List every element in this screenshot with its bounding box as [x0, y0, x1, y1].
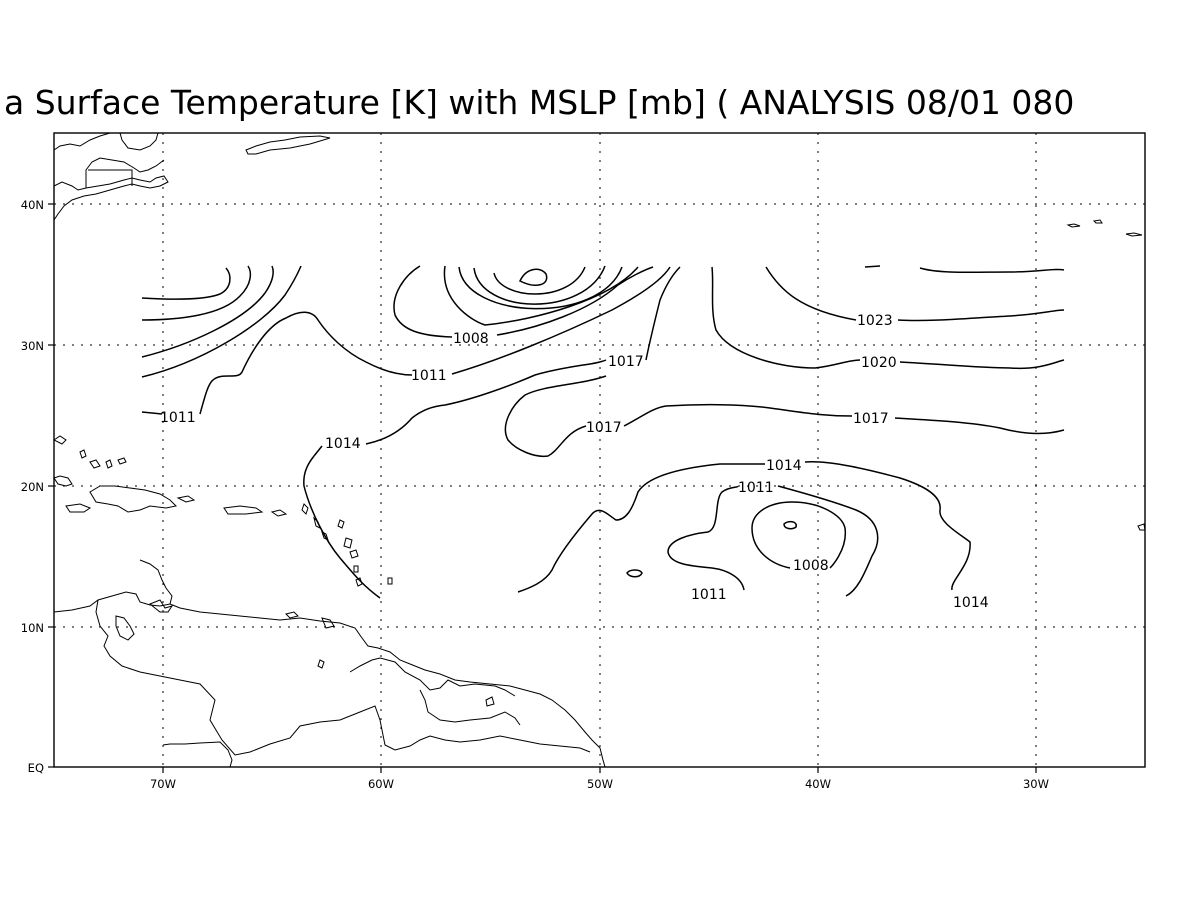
coastlines — [53, 132, 1146, 768]
map-title: a Surface Temperature [K] with MSLP [mb]… — [4, 83, 1074, 122]
contour-label: 1017 — [608, 354, 644, 370]
y-tick-label: 30N — [21, 339, 44, 353]
x-tick-label: 30W — [1023, 777, 1049, 791]
y-axis-labels: EQ 10N 20N 30N 40N — [21, 198, 44, 775]
contour-label: 1020 — [861, 355, 897, 371]
x-tick-label: 70W — [150, 777, 176, 791]
hispaniola-coast — [89, 485, 178, 513]
south-america-coast — [53, 591, 606, 768]
x-axis-labels: 70W 60W 50W 40W 30W — [150, 777, 1049, 791]
contour-label: 1023 — [857, 313, 893, 329]
contour-label: 1014 — [325, 436, 361, 452]
contour-label: 1017 — [586, 420, 622, 436]
contour-label: 1014 — [953, 595, 989, 611]
contour-label: 1017 — [853, 411, 889, 427]
contour-label: 1008 — [793, 558, 829, 574]
mslp-contours — [141, 265, 1065, 599]
tick-marks — [48, 203, 1037, 773]
x-tick-label: 40W — [805, 777, 831, 791]
contour-label: 1011 — [691, 587, 727, 603]
y-tick-label: 20N — [21, 480, 44, 494]
contour-labels: 1008 1011 1011 1014 1017 1017 1023 1020 … — [160, 313, 989, 611]
x-tick-label: 50W — [587, 777, 613, 791]
contour-label: 1011 — [160, 410, 196, 426]
x-tick-label: 60W — [368, 777, 394, 791]
y-tick-label: 10N — [21, 621, 44, 635]
contour-label: 1011 — [411, 368, 447, 384]
contour-label: 1008 — [453, 331, 489, 347]
lat-lon-grid — [54, 133, 1145, 767]
y-tick-label: EQ — [28, 761, 44, 775]
contour-label: 1011 — [738, 480, 774, 496]
contour-label: 1014 — [766, 458, 802, 474]
y-tick-label: 40N — [21, 198, 44, 212]
north-america-coast — [53, 175, 169, 221]
